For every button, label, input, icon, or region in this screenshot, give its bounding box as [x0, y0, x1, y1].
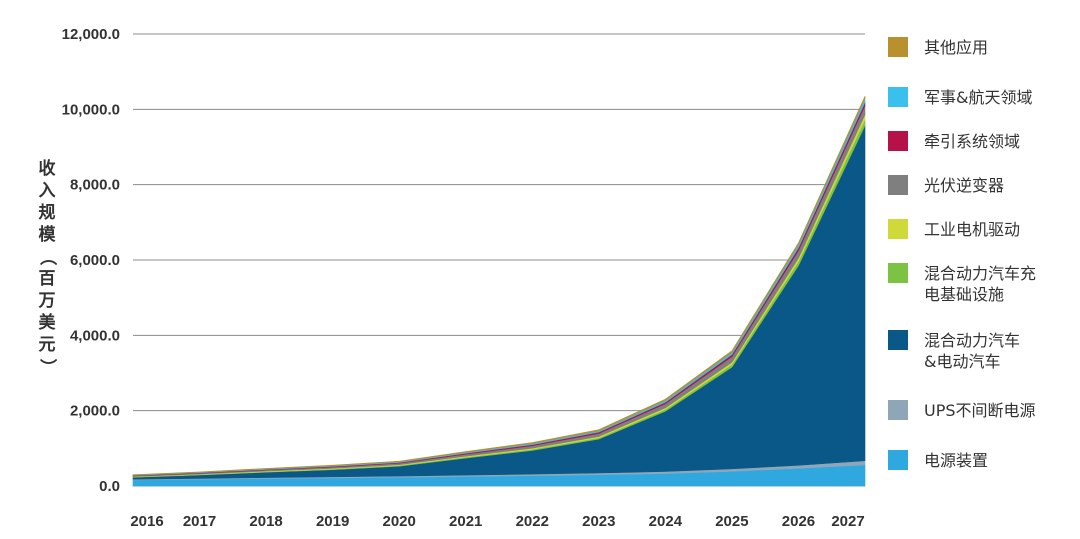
legend-swatch — [888, 131, 908, 151]
x-tick-label: 2027 — [831, 513, 864, 530]
y-title-char: 模 — [38, 225, 56, 245]
x-tick-label: 2022 — [516, 513, 549, 530]
legend-label: 其他应用 — [924, 38, 989, 57]
legend-label: 混合动力汽车充 电基础设施 — [924, 264, 1037, 304]
legend-swatch — [888, 87, 908, 107]
legend-swatch — [888, 450, 908, 470]
y-tick-label: 0.0 — [99, 478, 120, 495]
y-tick-label: 4,000.0 — [70, 327, 120, 344]
y-title-char: 元 — [38, 335, 56, 355]
gridlines — [133, 33, 865, 487]
y-title-paren-open: （ — [37, 248, 57, 266]
x-tick-label: 2024 — [649, 513, 683, 530]
y-tick-label: 8,000.0 — [70, 177, 120, 194]
x-tick-label: 2016 — [130, 513, 163, 530]
x-tick-label: 2025 — [715, 513, 748, 530]
legend-swatch — [888, 175, 908, 195]
legend-label: 牵引系统领域 — [924, 132, 1021, 151]
legend-label: 工业电机驱动 — [924, 220, 1021, 239]
x-tick-label: 2018 — [249, 513, 282, 530]
area-series-2 — [132, 125, 866, 480]
area-series-layer — [132, 96, 866, 487]
x-tick-label: 2021 — [449, 513, 482, 530]
y-axis-title: 收 入 规 模 （ 百 万 美 元 ） — [34, 158, 60, 378]
y-axis-ticks: 0.0 2,000.0 4,000.0 6,000.0 8,000.0 10,000.0 1… — [62, 26, 120, 495]
legend-swatch — [888, 330, 908, 350]
area-series-8 — [132, 96, 866, 476]
y-title-char: 规 — [38, 203, 56, 223]
x-tick-label: 2017 — [183, 513, 216, 530]
y-tick-label: 12,000.0 — [62, 26, 120, 43]
y-title-char: 入 — [38, 181, 56, 201]
x-tick-label: 2023 — [582, 513, 615, 530]
legend-label: 电源装置 — [924, 451, 989, 470]
legend-label: UPS不间断电源 — [924, 401, 1036, 420]
legend-swatch — [888, 37, 908, 57]
y-title-char: 万 — [38, 291, 56, 311]
x-axis-ticks: 2016 2017 2018 2019 2020 2021 2022 2023 2024 2025… — [130, 513, 864, 530]
y-tick-label: 10,000.0 — [62, 101, 120, 118]
y-title-char: 百 — [38, 269, 56, 289]
y-title-char: 收 — [38, 159, 56, 179]
legend-swatch — [888, 263, 908, 283]
legend-label: 混合动力汽车 &电动汽车 — [924, 331, 1021, 371]
legend-swatch — [888, 219, 908, 239]
y-title-paren-close: ） — [37, 358, 57, 376]
y-title-char: 美 — [38, 313, 56, 333]
x-tick-label: 2019 — [316, 513, 349, 530]
x-tick-label: 2026 — [782, 513, 815, 530]
legend-swatch — [888, 400, 908, 420]
legend-label: 光伏逆变器 — [924, 176, 1005, 195]
y-tick-label: 6,000.0 — [70, 252, 120, 269]
legend-label: 军事&航天领域 — [924, 88, 1033, 107]
y-tick-label: 2,000.0 — [70, 403, 120, 420]
x-tick-label: 2020 — [382, 513, 415, 530]
